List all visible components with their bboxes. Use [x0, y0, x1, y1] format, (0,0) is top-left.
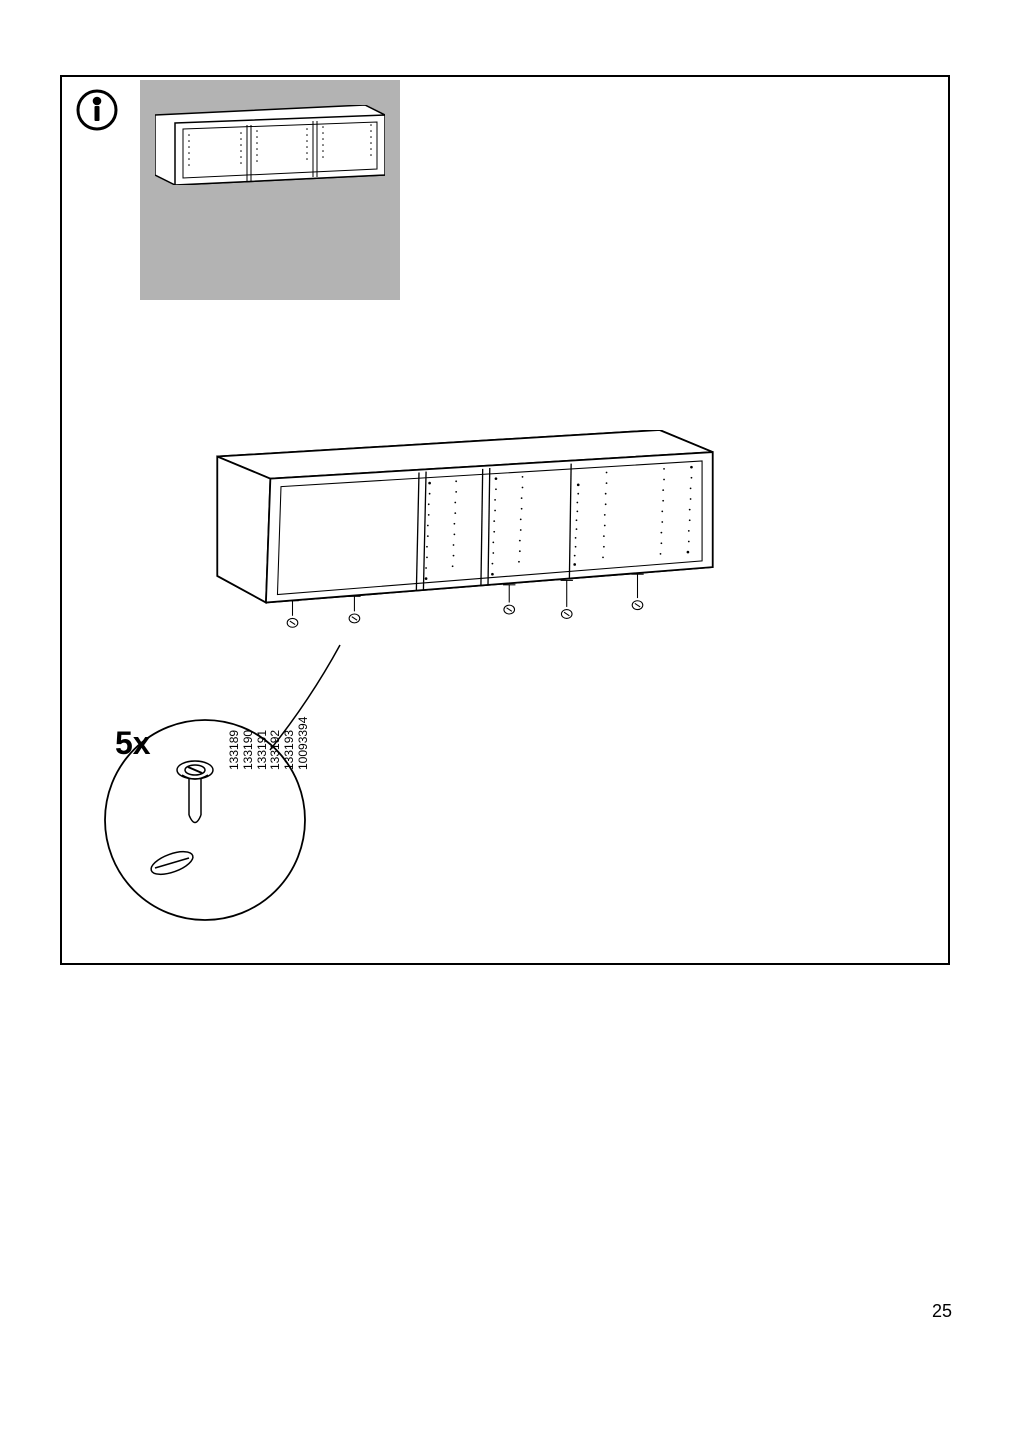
page-number: 25 [932, 1301, 952, 1322]
info-icon [75, 88, 119, 132]
cam-lock-icon [177, 761, 213, 823]
result-shelf-small [155, 105, 385, 185]
part-number-list: 133189 133190 133191 133192 133193 10093… [228, 717, 311, 770]
callout-quantity: 5x [115, 725, 151, 762]
result-panel [140, 80, 400, 300]
main-assembly-diagram [185, 430, 745, 660]
screwdriver-icon [148, 847, 196, 879]
